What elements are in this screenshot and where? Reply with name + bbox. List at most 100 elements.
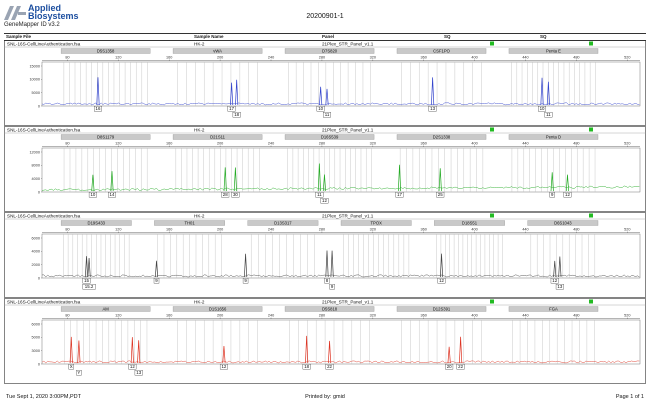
panel-frame	[4, 298, 646, 384]
allele-call-box[interactable]	[323, 112, 331, 118]
locus-box	[60, 134, 151, 140]
allele-call-box[interactable]	[219, 364, 228, 370]
allele-call-label: 15.2	[85, 284, 94, 289]
locus-box	[284, 134, 375, 140]
locus-label: D7S820	[322, 48, 338, 53]
panel-svg: SNL-16S-CellLineAuthentication.fsa HK-2 21…	[4, 212, 646, 298]
allele-call-box[interactable]	[456, 364, 465, 370]
locus-label: D5S1358	[97, 48, 115, 53]
col-sample-file: Sample File	[6, 34, 32, 39]
allele-peak	[77, 340, 81, 364]
locus-label: D18S51	[462, 220, 478, 225]
allele-call-box[interactable]	[437, 278, 446, 284]
x-tick-label: 360	[421, 314, 427, 318]
panel-svg: SNL-16S-CellLineAuthentication.fsa HK-2 21…	[4, 298, 646, 384]
allele-call-label: 13	[136, 370, 141, 375]
allele-call-box[interactable]	[128, 364, 137, 370]
allele-call-box[interactable]	[563, 192, 572, 198]
signal-trace	[41, 185, 640, 192]
allele-call-box[interactable]	[445, 364, 454, 370]
locus-label: D5S818	[322, 306, 338, 311]
allele-call-box[interactable]	[549, 192, 555, 198]
allele-call-box[interactable]	[324, 278, 330, 284]
panel-file-name: SNL-16S-CellLineAuthentication.fsa	[7, 300, 81, 305]
allele-call-label: 12	[221, 364, 226, 369]
allele-call-box[interactable]	[227, 106, 236, 112]
allele-peak	[244, 253, 248, 278]
allele-call-label: 22	[327, 364, 332, 369]
print-date: Tue Sept 1, 2020 3:00PM,PDT	[6, 394, 82, 400]
allele-call-label: 18	[234, 112, 239, 117]
allele-peak	[565, 174, 570, 192]
allele-call-box[interactable]	[555, 284, 564, 290]
locus-label: FGA	[549, 306, 558, 311]
allele-call-box[interactable]	[428, 106, 437, 112]
panel-sample-name: HK-2	[194, 300, 205, 305]
panel-panel-name: 21Plex_STR_Panel_v1.1	[322, 128, 374, 133]
allele-call-box[interactable]	[302, 364, 311, 370]
allele-call-box[interactable]	[544, 112, 553, 118]
allele-call-box[interactable]	[550, 278, 559, 284]
allele-call-box[interactable]	[316, 106, 325, 112]
y-tick-label: 15000	[29, 64, 40, 68]
allele-call-box[interactable]	[94, 106, 102, 112]
allele-call-label: 30	[233, 192, 238, 197]
x-tick-label: 400	[471, 142, 477, 146]
allele-peak	[69, 336, 73, 364]
locus-label: Penta E	[546, 48, 561, 53]
x-tick-label: 520	[624, 228, 630, 232]
allele-call-box[interactable]	[325, 364, 334, 370]
allele-peak	[397, 164, 402, 192]
allele-call-box[interactable]	[82, 284, 96, 290]
col-sq2: SQ	[540, 34, 547, 39]
allele-call-box[interactable]	[329, 284, 335, 290]
locus-box	[172, 306, 263, 312]
allele-call-label: 9	[331, 284, 334, 289]
allele-peak	[550, 172, 554, 192]
x-tick-label: 480	[573, 228, 579, 232]
allele-call-box[interactable]	[242, 278, 249, 284]
sq2-quality-icon	[589, 299, 593, 304]
allele-call-box[interactable]	[538, 106, 547, 112]
allele-peak	[459, 336, 463, 364]
allele-call-box[interactable]	[153, 278, 160, 284]
allele-call-box[interactable]	[232, 112, 241, 118]
x-tick-label: 320	[370, 56, 376, 60]
allele-call-label: 11	[546, 112, 551, 117]
allele-call-label: 10	[90, 192, 95, 197]
allele-call-box[interactable]	[82, 278, 91, 284]
x-tick-label: 240	[268, 56, 274, 60]
allele-call-box[interactable]	[134, 370, 143, 376]
allele-call-box[interactable]	[231, 192, 240, 198]
allele-call-box[interactable]	[395, 192, 404, 198]
x-tick-label: 120	[115, 142, 121, 146]
locus-label: D12S391	[433, 306, 451, 311]
allele-call-box[interactable]	[68, 364, 74, 370]
allele-call-box[interactable]	[76, 370, 82, 376]
col-sample-name: Sample Name	[194, 34, 224, 39]
y-tick-label: 4000	[32, 250, 40, 254]
x-tick-label: 480	[573, 142, 579, 146]
locus-box	[172, 48, 263, 54]
allele-call-box[interactable]	[320, 198, 329, 204]
panel-sample-name: HK-2	[194, 128, 205, 133]
y-tick-label: 5000	[32, 336, 40, 340]
allele-call-box[interactable]	[108, 192, 116, 198]
y-tick-label: 0	[38, 362, 40, 366]
electropherogram-panel-red: SNL-16S-CellLineAuthentication.fsa HK-2 21…	[4, 298, 646, 384]
allele-call-label: 8	[326, 278, 329, 283]
y-tick-label: 2000	[32, 263, 40, 267]
allele-call-box[interactable]	[436, 192, 445, 198]
signal-trace	[41, 102, 640, 106]
allele-call-label: Y	[77, 370, 80, 375]
x-tick-label: 120	[115, 228, 121, 232]
allele-peak	[222, 346, 226, 364]
locus-box	[508, 134, 599, 140]
allele-call-label: 10	[318, 106, 323, 111]
allele-peak	[325, 88, 329, 106]
y-tick-label: 3000	[32, 349, 40, 353]
allele-call-box[interactable]	[88, 192, 97, 198]
allele-call-box[interactable]	[221, 192, 230, 198]
allele-call-box[interactable]	[315, 192, 324, 198]
x-tick-label: 400	[471, 314, 477, 318]
